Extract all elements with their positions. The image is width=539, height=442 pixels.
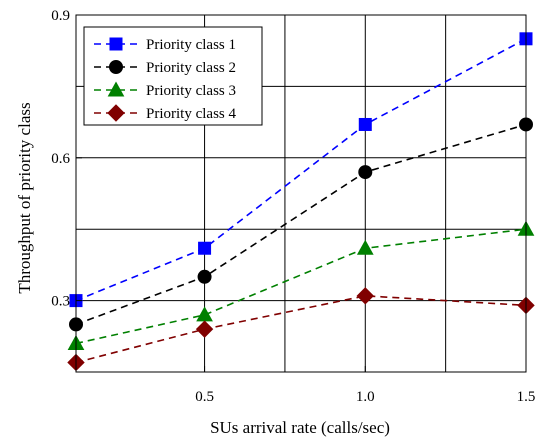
axis-ticks: 0.5 1.0 1.5 0.3 0.6 0.9 [51,8,535,405]
x-tick-label: 0.5 [195,389,214,405]
series-2-point [197,269,212,284]
legend-label: Priority class 3 [146,83,236,99]
legend-label: Priority class 4 [146,106,236,122]
legend: Priority class 1 Priority class 2 Priority… [83,26,263,126]
series-3-line [75,228,527,345]
legend-label: Priority class 1 [146,37,236,53]
series-1-point [358,117,372,131]
series-1-line [75,38,527,302]
series-1-point [198,241,212,255]
legend-entry: Priority class 3 [94,81,236,99]
x-tick-label: 1.0 [356,389,375,405]
x-axis-title: SUs arrival rate (calls/sec) [210,418,390,437]
legend-entry: Priority class 4 [94,104,236,122]
x-tick-label: 1.5 [517,389,536,405]
legend-entry: Priority class 1 [94,37,236,53]
y-tick-label: 0.9 [51,8,70,24]
legend-marker [107,104,125,122]
series-4-line [75,295,527,364]
legend-label: Priority class 2 [146,60,236,76]
series-4-point [195,320,214,338]
y-tick-label: 0.6 [51,151,70,167]
legend-entry: Priority class 2 [94,60,236,76]
series-2-line [75,123,527,326]
plot-frame [75,14,527,373]
series-4-point [356,287,374,305]
legend-marker [109,37,123,51]
series-3-point [356,239,374,255]
y-tick-label: 0.3 [51,294,70,310]
legend-marker [107,81,125,97]
legend-marker [109,60,123,74]
y-axis-title: Throughput of priority class [15,102,34,293]
series-2-point [358,165,373,180]
series-4 [67,287,535,372]
